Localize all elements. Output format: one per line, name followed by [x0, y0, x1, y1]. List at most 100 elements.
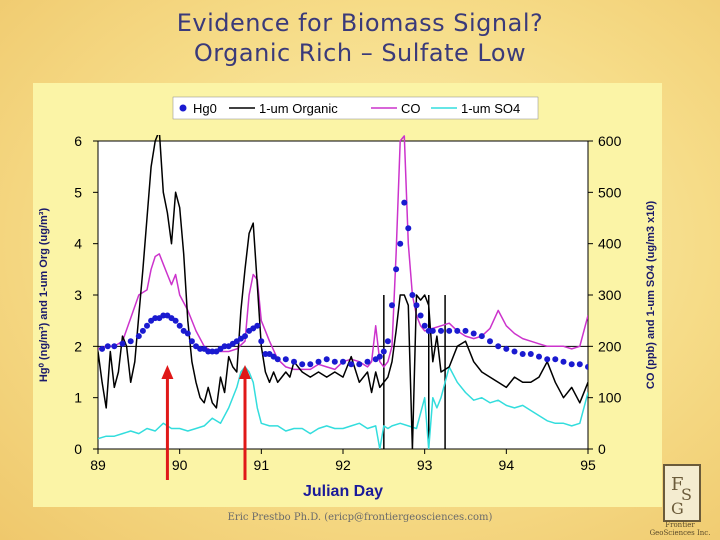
x-tick-label: 89	[90, 457, 106, 473]
series-hg0-point	[172, 317, 179, 324]
series-hg0-point	[282, 356, 289, 363]
title-line-1: Evidence for Biomass Signal?	[176, 9, 544, 37]
red-arrow	[161, 365, 174, 480]
series-hg0-point	[104, 343, 111, 350]
legend-label-co: CO	[401, 101, 421, 116]
x-tick-label: 95	[580, 457, 596, 473]
y-left-tick-label: 6	[74, 133, 82, 149]
series-hg0-point	[356, 361, 363, 368]
y-right-tick-label: 600	[598, 133, 622, 149]
series-hg0-point	[209, 348, 216, 355]
series-hg0-point	[221, 343, 228, 350]
series-hg0-point	[384, 338, 391, 345]
logo-text-line-1: Frontier	[665, 521, 695, 529]
series-hg0-point	[413, 302, 420, 309]
series-hg0-point	[503, 345, 510, 352]
y-right-tick-label: 200	[598, 338, 622, 354]
series-hg0-point	[135, 333, 142, 340]
series-hg0-point	[262, 351, 269, 357]
series-organic-line	[98, 135, 588, 449]
series-hg0-point	[307, 361, 314, 368]
series-hg0-point	[389, 302, 395, 309]
series-hg0-point	[188, 338, 195, 345]
logo-mark: F S G	[663, 464, 701, 522]
series-hg0-point	[536, 353, 542, 360]
legend-label-organic: 1-um Organic	[259, 101, 338, 116]
series-hg0-point	[405, 225, 412, 232]
x-tick-label: 92	[335, 457, 351, 473]
series-hg0-point	[258, 338, 265, 345]
y-left-tick-label: 4	[74, 236, 82, 252]
series-hg0-point	[323, 356, 330, 363]
y-axis-right-label: CO (ppb) and 1-um SO4 (ug/m3 x10)	[645, 201, 657, 390]
legend-marker-hg0	[179, 104, 187, 112]
y-right-tick-label: 300	[598, 287, 622, 303]
series-hg0-point	[315, 358, 322, 365]
series-so4-line	[98, 366, 588, 449]
series-hg0-point	[397, 240, 404, 247]
chart-panel: 89 90 91 92 93 94 95 0 1 2 3 4 5 6 0 100 200 300 400 500 600…	[33, 83, 662, 507]
title-line-2: Organic Rich – Sulfate Low	[193, 39, 527, 67]
series-hg0-point	[409, 292, 416, 298]
series-hg0-point	[111, 343, 118, 350]
series-hg0-point	[417, 312, 424, 319]
svg-text:F: F	[671, 474, 684, 495]
y-axis-left-label: Hg⁰ (ng/m³) and 1-um Org (ug/m³)	[38, 208, 50, 383]
svg-text:S: S	[681, 485, 692, 504]
series-hg0-point	[438, 327, 444, 334]
series-hg0-point	[274, 356, 281, 363]
series-hg0-point	[568, 361, 575, 368]
y-left-tick-label: 2	[74, 338, 82, 354]
x-tick-label: 93	[417, 457, 433, 473]
series-hg0-point	[144, 322, 150, 329]
y-right-tick-label: 0	[598, 441, 606, 457]
series-hg0-point	[429, 327, 436, 334]
series-hg0-point	[127, 338, 134, 345]
x-tick-label: 91	[254, 457, 270, 473]
series-hg0-point	[340, 358, 346, 365]
series-hg0-point	[242, 333, 248, 340]
legend-label-hg0: Hg0	[193, 101, 217, 116]
x-tick-label: 90	[172, 457, 188, 473]
series-hg0-point	[560, 358, 567, 365]
series-hg0-point	[119, 340, 126, 347]
series-hg0-point	[376, 353, 383, 360]
series-hg0-point	[478, 333, 485, 340]
series-hg0-point	[331, 358, 338, 365]
x-axis-label: Julian Day	[303, 483, 383, 500]
series-hg0-point	[139, 327, 146, 334]
y-left-tick-label: 0	[74, 441, 82, 457]
series-hg0-point	[462, 327, 469, 334]
series-hg0-point	[160, 312, 167, 319]
series-hg0-point	[511, 348, 518, 355]
y-right-tick-label: 100	[598, 390, 622, 406]
series-hg0-point	[197, 345, 204, 352]
chart-svg: 89 90 91 92 93 94 9501234560100200300400500600…	[38, 96, 657, 500]
series-hg0-point	[99, 345, 106, 352]
series-hg0-point	[487, 338, 493, 345]
series-hg0-point	[552, 356, 559, 363]
series-hg0-point	[393, 266, 400, 273]
series-hg0-point	[184, 330, 191, 337]
y-right-tick-label: 500	[598, 184, 622, 200]
series-hg0-point	[446, 327, 453, 334]
series-hg0-point	[364, 358, 371, 365]
x-tick-label: 94	[499, 457, 515, 473]
plot-area	[97, 140, 589, 450]
logo-text-line-2: GeoSciences Inc.	[649, 529, 711, 537]
series-hg0-point	[470, 330, 477, 337]
legend-label-so4: 1-um SO4	[461, 101, 520, 116]
y-left-tick-label: 5	[74, 184, 82, 200]
series-hg0-point	[519, 351, 526, 357]
series-hg0-point	[401, 199, 408, 206]
series-hg0-point	[527, 351, 534, 357]
series-hg0-point	[421, 322, 428, 329]
company-logo: F S G Frontier GeoSciences Inc.	[640, 462, 720, 540]
slide-title: Evidence for Biomass Signal? Organic Ric…	[0, 8, 720, 68]
series-hg0-point	[205, 348, 212, 355]
series-hg0-point	[254, 322, 261, 329]
series-co-line	[98, 135, 588, 371]
series-hg0-point	[291, 358, 297, 365]
y-right-tick-label: 400	[598, 236, 622, 252]
series-hg0-point	[380, 348, 387, 355]
